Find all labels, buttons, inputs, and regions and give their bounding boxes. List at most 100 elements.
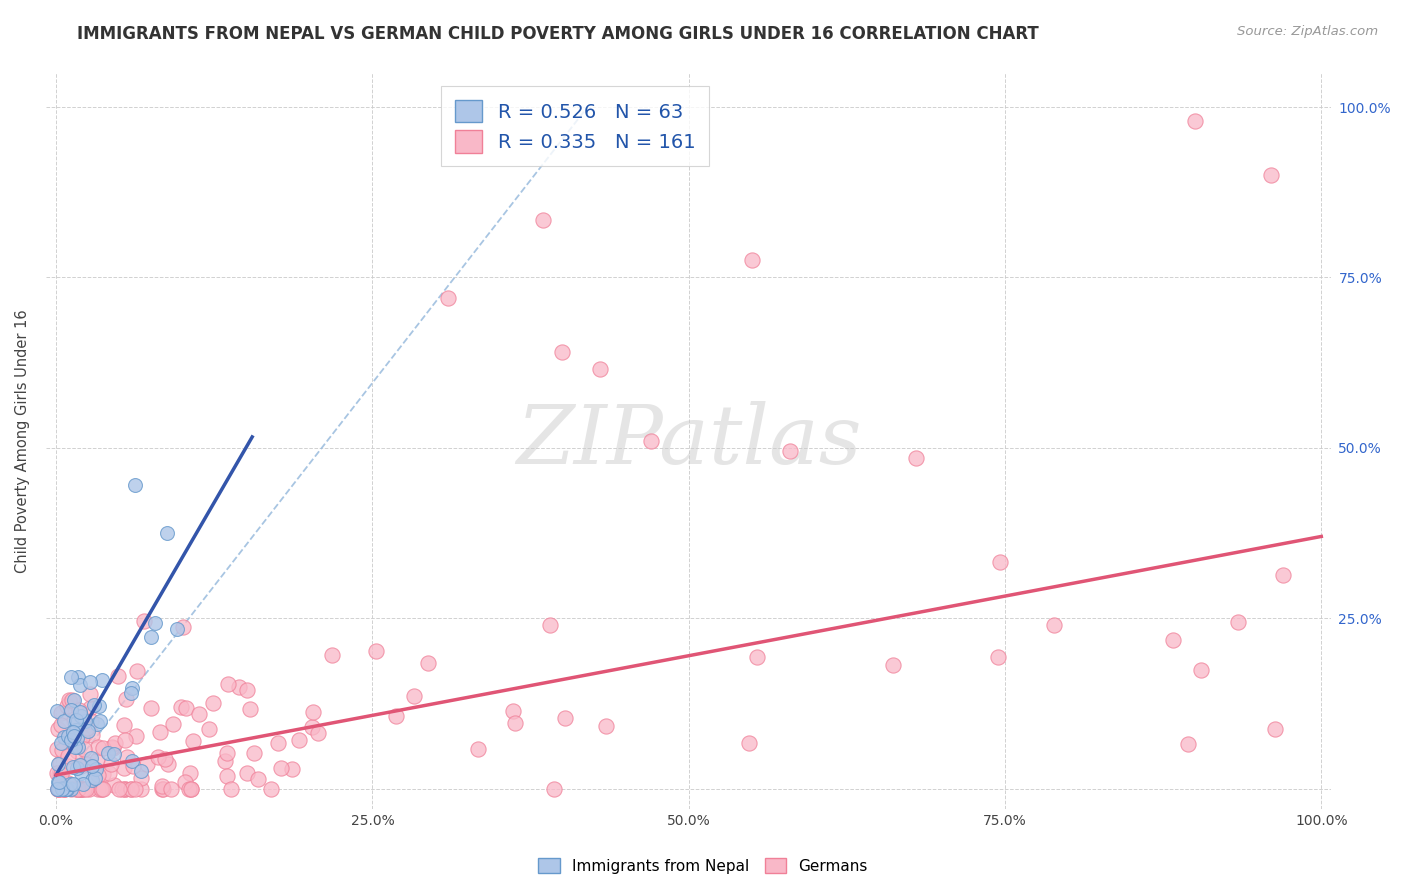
Point [73, 727, 96, 741]
Point [48, 767, 70, 781]
Point [1227, 615, 1250, 630]
Point [48, 775, 70, 789]
Point [58, 693, 80, 707]
Point [48, 781, 70, 796]
Point [48, 722, 70, 736]
Legend: R = 0.526   N = 63, R = 0.335   N = 161: R = 0.526 N = 63, R = 0.335 N = 161 [441, 87, 709, 166]
Point [86, 753, 108, 767]
Point [153, 752, 176, 766]
Point [62, 759, 84, 773]
Point [90, 781, 112, 796]
Point [63, 693, 86, 707]
Point [63, 739, 86, 754]
Point [70, 730, 93, 744]
Point [49, 736, 72, 750]
Point [179, 781, 201, 796]
Point [48, 756, 70, 771]
Point [531, 212, 554, 227]
Point [503, 716, 526, 731]
Point [247, 772, 270, 787]
Point [107, 669, 129, 683]
Point [65, 723, 87, 737]
Point [66, 781, 89, 796]
Point [59, 670, 82, 684]
Point [117, 749, 139, 764]
Text: ZIPatlas: ZIPatlas [516, 401, 862, 481]
Point [125, 729, 148, 743]
Point [172, 620, 194, 634]
Point [114, 781, 136, 796]
Point [197, 722, 219, 736]
Point [62, 777, 84, 791]
Point [70, 709, 93, 723]
Point [66, 781, 89, 796]
Point [554, 710, 576, 724]
Y-axis label: Child Poverty Among Girls Under 16: Child Poverty Among Girls Under 16 [15, 310, 30, 573]
Point [59, 732, 82, 747]
Point [219, 781, 242, 796]
Point [228, 680, 250, 694]
Point [70, 781, 93, 796]
Point [56, 759, 79, 773]
Point [107, 781, 129, 796]
Point [89, 714, 111, 728]
Point [160, 781, 183, 796]
Point [139, 630, 162, 644]
Point [988, 555, 1011, 569]
Point [58, 776, 80, 790]
Point [738, 736, 761, 750]
Point [53, 714, 76, 729]
Point [640, 434, 662, 448]
Point [87, 740, 110, 755]
Point [46, 781, 69, 796]
Point [46, 742, 69, 756]
Point [52, 730, 75, 744]
Point [104, 735, 127, 749]
Point [62, 729, 84, 743]
Point [49, 718, 72, 732]
Point [69, 757, 91, 772]
Point [543, 781, 565, 796]
Point [48, 774, 70, 789]
Point [69, 781, 91, 796]
Point [132, 615, 155, 629]
Point [91, 766, 114, 780]
Point [201, 696, 224, 710]
Point [139, 701, 162, 715]
Point [1189, 663, 1212, 677]
Legend: Immigrants from Nepal, Germans: Immigrants from Nepal, Germans [533, 852, 873, 880]
Point [180, 781, 202, 796]
Point [77, 723, 100, 738]
Text: Source: ZipAtlas.com: Source: ZipAtlas.com [1237, 25, 1378, 38]
Point [121, 681, 143, 695]
Point [152, 781, 174, 796]
Point [65, 781, 87, 796]
Point [150, 781, 173, 796]
Point [84, 762, 107, 776]
Point [217, 676, 239, 690]
Point [905, 451, 928, 466]
Point [589, 362, 612, 376]
Point [152, 780, 174, 794]
Point [259, 781, 281, 796]
Point [49, 706, 72, 720]
Point [60, 781, 83, 796]
Point [364, 644, 387, 658]
Point [80, 714, 103, 728]
Point [402, 689, 425, 703]
Point [101, 740, 124, 755]
Point [86, 768, 108, 782]
Point [46, 781, 69, 796]
Point [170, 700, 193, 714]
Point [55, 781, 77, 796]
Point [1272, 567, 1295, 582]
Point [157, 756, 180, 771]
Point [46, 781, 69, 796]
Point [103, 747, 125, 762]
Point [79, 701, 101, 715]
Point [174, 775, 197, 789]
Point [120, 686, 142, 700]
Point [121, 781, 143, 796]
Point [62, 725, 84, 739]
Point [287, 733, 309, 747]
